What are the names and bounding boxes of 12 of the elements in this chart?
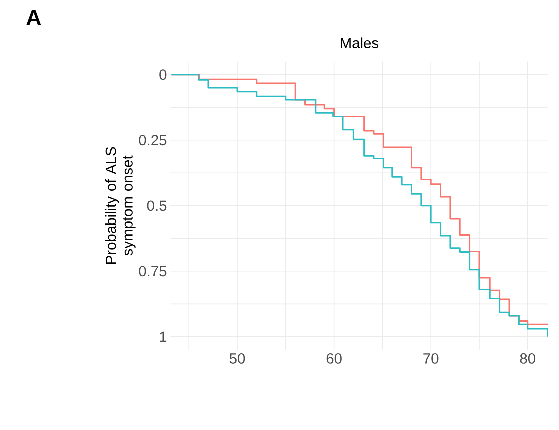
x-tick-label: 70 (424, 353, 439, 364)
y-tick-label: 1 (160, 332, 167, 342)
y-tick-label: 0.5 (147, 200, 167, 211)
y-tick-label: 0.25 (139, 134, 167, 146)
y-tick-label: 0.75 (139, 266, 167, 276)
text: A (26, 10, 42, 25)
x-tick-label: 50 (230, 353, 246, 364)
x-tick-label: 80 (520, 353, 536, 364)
y-tick-label: 0 (160, 69, 167, 80)
chart-title: Males (341, 37, 379, 48)
y-axis-title: Probability of ALS symptom onset (105, 147, 136, 264)
x-tick-label: 60 (326, 353, 342, 364)
